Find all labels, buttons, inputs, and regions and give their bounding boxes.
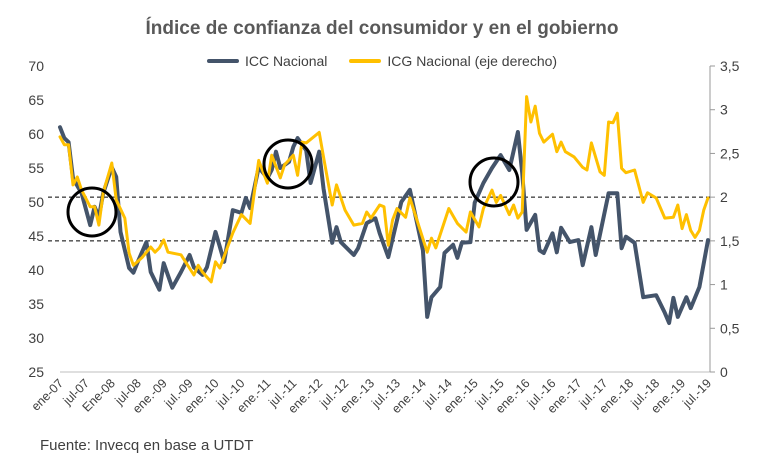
right-tick-label: 3 bbox=[720, 102, 728, 118]
source-note: Fuente: Invecq en base a UTDT bbox=[40, 437, 254, 454]
right-tick-label: 2 bbox=[720, 189, 728, 205]
legend-label-icc: ICC Nacional bbox=[244, 53, 328, 69]
left-tick-label: 70 bbox=[28, 58, 44, 74]
left-tick-label: 55 bbox=[28, 160, 44, 176]
x-tick-label: ene-07 bbox=[29, 376, 66, 413]
right-tick-label: 0,5 bbox=[720, 320, 740, 336]
left-tick-label: 50 bbox=[28, 194, 44, 210]
right-tick-label: 1,5 bbox=[720, 233, 740, 249]
left-tick-label: 45 bbox=[28, 228, 44, 244]
highlight-circle bbox=[468, 156, 520, 208]
highlight-circle bbox=[262, 138, 314, 190]
legend-item-icc: ICC Nacional bbox=[206, 53, 328, 69]
left-tick-label: 25 bbox=[28, 364, 44, 380]
legend-item-icg: ICG Nacional (eje derecho) bbox=[349, 53, 557, 69]
left-tick-label: 35 bbox=[28, 296, 44, 312]
right-tick-label: 1 bbox=[720, 277, 728, 293]
right-tick-label: 3,5 bbox=[720, 58, 740, 74]
left-tick-label: 40 bbox=[28, 262, 44, 278]
right-tick-label: 0 bbox=[720, 364, 728, 380]
left-tick-label: 60 bbox=[28, 126, 44, 142]
highlight-circle bbox=[66, 186, 118, 238]
legend-swatch-icg bbox=[349, 59, 382, 63]
icg-series-line bbox=[58, 95, 710, 284]
left-tick-label: 65 bbox=[28, 92, 44, 108]
legend: ICC Nacional ICG Nacional (eje derecho) bbox=[0, 53, 764, 69]
legend-label-icg: ICG Nacional (eje derecho) bbox=[387, 53, 558, 69]
legend-swatch-icc bbox=[206, 59, 239, 63]
x-tick-label: jul.-19 bbox=[679, 376, 714, 411]
right-tick-label: 2,5 bbox=[720, 145, 740, 161]
chart-title: Índice de confianza del consumidor y en … bbox=[145, 18, 619, 39]
icc-series-line bbox=[58, 125, 710, 325]
left-tick-label: 30 bbox=[28, 330, 44, 346]
